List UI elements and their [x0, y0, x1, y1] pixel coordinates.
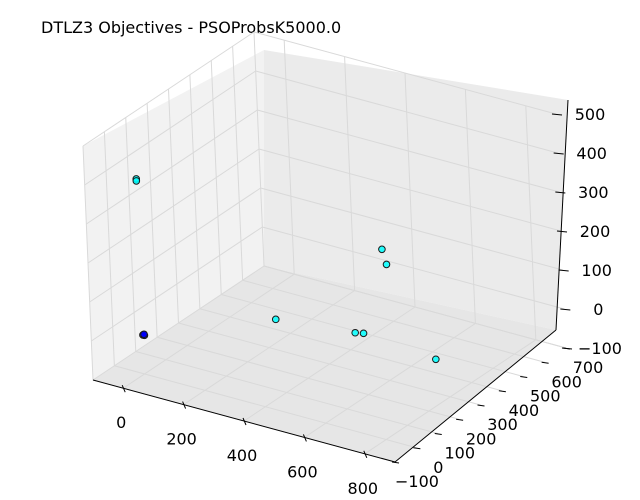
z-grid-line — [92, 265, 265, 381]
y-tick — [541, 361, 549, 364]
data-point-cyan — [359, 329, 368, 338]
y-tick — [477, 404, 485, 407]
axis-ticks — [121, 113, 573, 464]
z-tick — [560, 308, 571, 311]
y-tick-label: 0 — [433, 458, 443, 477]
chart-title: DTLZ3 Objectives - PSOProbsK5000.0 — [41, 18, 342, 37]
floor-pane — [93, 266, 556, 462]
z-tick-label: 400 — [576, 144, 607, 163]
z-grid-line — [257, 109, 560, 193]
z-grid-line — [253, 31, 557, 115]
x-tick — [182, 401, 187, 409]
y-tick — [391, 461, 400, 464]
data-point-cyan — [382, 260, 391, 269]
z-grid-line — [87, 148, 260, 264]
z-tick-label: 500 — [575, 105, 606, 124]
z-tick — [555, 191, 566, 194]
x-tick-label: 0 — [116, 413, 126, 432]
grid-lines — [82, 31, 567, 463]
x-tick-label: 400 — [227, 446, 258, 465]
z-grid-line — [82, 31, 255, 147]
y-tick — [413, 447, 421, 450]
z-grid-line — [255, 70, 558, 154]
y-tick-label: 400 — [509, 401, 540, 420]
x-tick-label: 200 — [166, 430, 197, 449]
x-tick — [242, 417, 247, 426]
y-tick-label: 700 — [573, 358, 604, 377]
z-grid-line — [263, 265, 567, 349]
y-tick-label: 600 — [551, 372, 582, 391]
z-tick — [551, 113, 563, 116]
back-pane — [264, 50, 568, 330]
z-grid-line — [89, 187, 261, 303]
z-grid-line — [86, 109, 258, 225]
z-tick-label: 200 — [580, 222, 611, 241]
data-point-cyan — [132, 177, 141, 185]
y-grid-line — [242, 279, 545, 363]
x-tick-label: 800 — [348, 479, 379, 498]
y-grid-line — [156, 336, 460, 420]
y-tick-label: 100 — [444, 444, 475, 463]
y-tick-label: 200 — [466, 429, 497, 448]
x-tick-label: 600 — [287, 462, 318, 481]
x-tick — [302, 434, 307, 442]
y-tick — [434, 433, 442, 435]
data-point-blue — [140, 330, 148, 339]
y-grid-line — [221, 294, 524, 377]
data-point-cyan — [378, 245, 386, 254]
z-grid-line — [260, 187, 563, 271]
z-tick — [558, 269, 569, 272]
z-tick-label: 300 — [578, 183, 609, 202]
y-tick — [456, 418, 464, 421]
z-grid-line — [258, 148, 562, 232]
data-point-cyan — [271, 315, 280, 324]
z-tick-label: 0 — [593, 300, 603, 319]
y-tick-label: −100 — [395, 472, 439, 491]
x-tick — [121, 385, 126, 393]
z-tick — [556, 230, 568, 233]
data-points — [132, 175, 440, 364]
y-tick-label: 300 — [487, 415, 518, 434]
z-grid-line — [91, 226, 263, 342]
y-grid-line — [114, 365, 417, 449]
data-point-cyan — [432, 355, 440, 364]
y-tick — [520, 376, 528, 378]
z-tick — [561, 347, 573, 350]
y-grid-line — [135, 351, 438, 434]
y-grid-line — [199, 308, 503, 392]
z-grid-line — [262, 226, 565, 310]
y-grid-line — [178, 322, 481, 406]
z-tick — [553, 152, 564, 155]
z-tick-label: 100 — [581, 261, 612, 280]
z-grid-line — [84, 70, 256, 186]
y-tick-label: 500 — [530, 387, 561, 406]
y-tick — [498, 390, 506, 393]
x-tick — [363, 450, 368, 458]
data-point-cyan — [351, 328, 359, 337]
z-tick-label: −100 — [578, 339, 622, 358]
